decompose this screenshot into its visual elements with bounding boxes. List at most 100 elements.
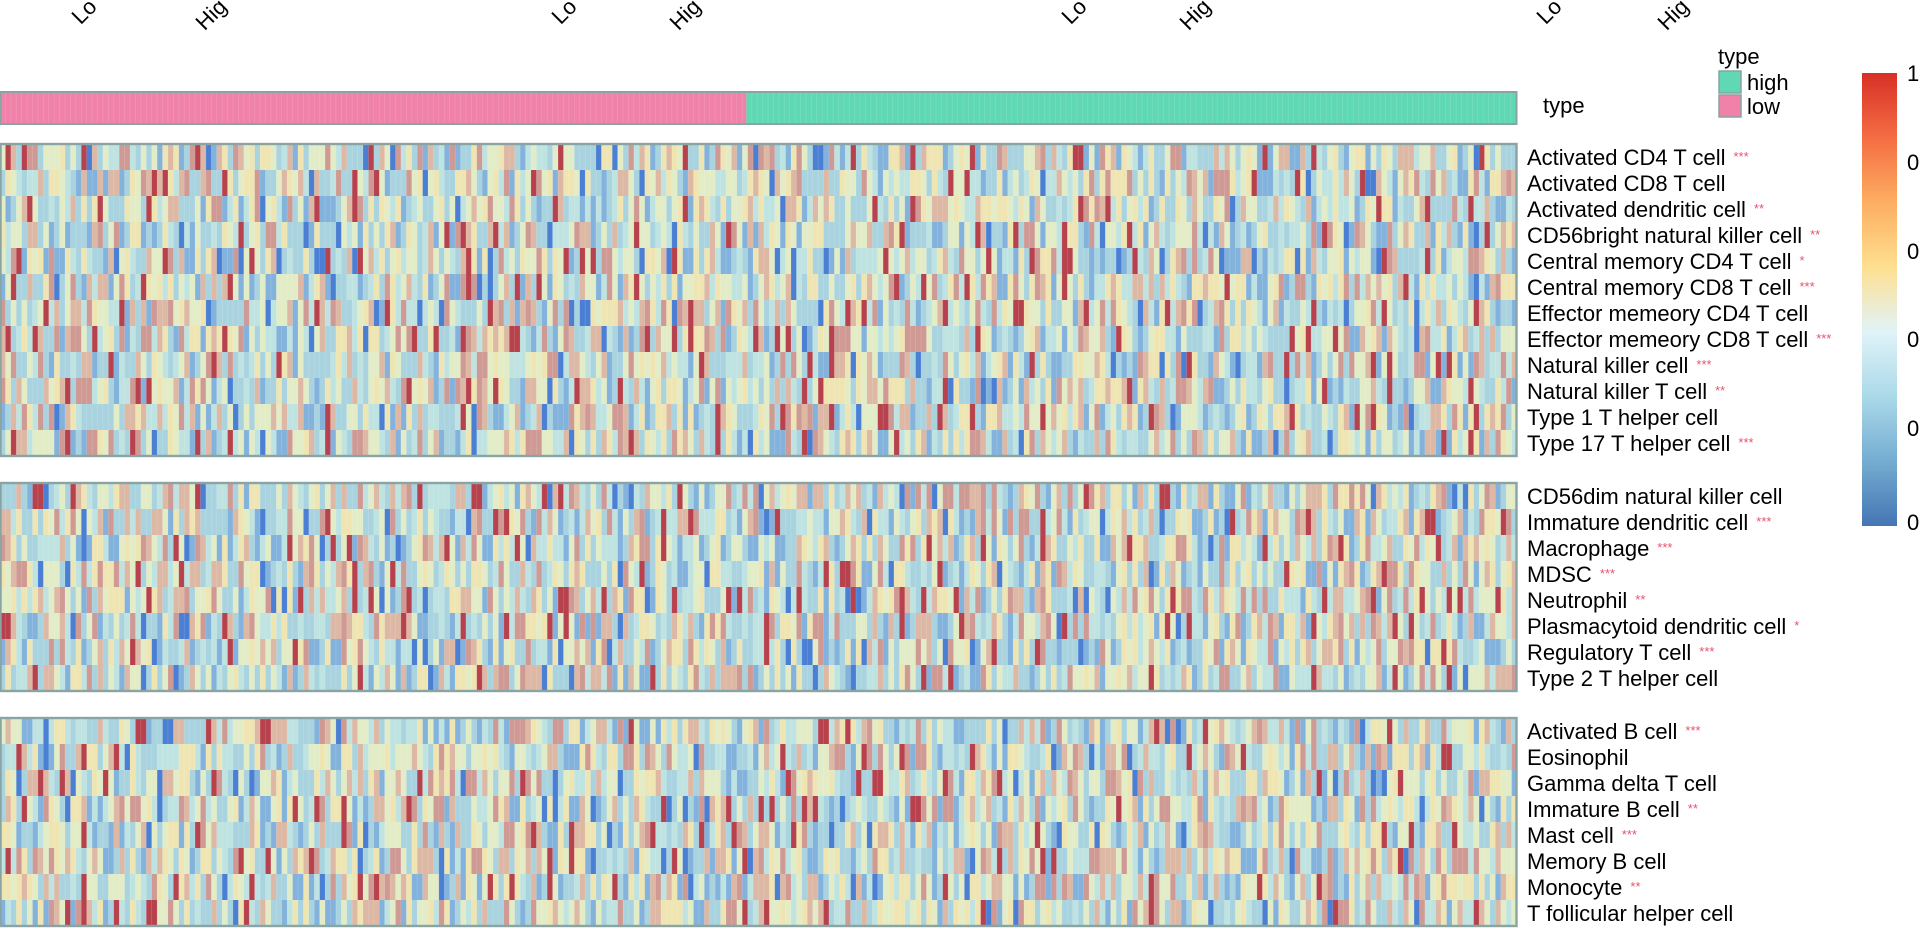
heatmap-cell bbox=[753, 326, 759, 353]
heatmap-cell bbox=[910, 430, 916, 457]
heatmap-cell bbox=[254, 326, 261, 353]
heatmap-cell bbox=[75, 509, 82, 536]
heatmap-cell bbox=[1430, 170, 1437, 197]
heatmap-cell bbox=[227, 248, 234, 275]
heatmap-cell bbox=[1495, 300, 1502, 327]
heatmap-cell bbox=[368, 300, 375, 327]
heatmap-cell bbox=[297, 144, 304, 171]
heatmap-cell bbox=[953, 509, 960, 536]
heatmap-cell bbox=[1430, 144, 1437, 171]
heatmap-cell bbox=[915, 352, 922, 379]
heatmap-cell bbox=[178, 144, 185, 171]
heatmap-cell bbox=[715, 170, 721, 197]
heatmap-cell bbox=[1224, 300, 1231, 327]
heatmap-cell bbox=[791, 404, 797, 431]
heatmap-cell bbox=[704, 222, 711, 249]
heatmap-cell bbox=[243, 248, 250, 275]
heatmap-cell bbox=[1381, 509, 1388, 536]
heatmap-cell bbox=[1056, 248, 1063, 275]
heatmap-cell bbox=[850, 378, 857, 405]
heatmap-cell bbox=[1500, 274, 1507, 301]
heatmap-cell bbox=[704, 196, 711, 223]
heatmap-cell bbox=[1256, 378, 1263, 405]
heatmap-cell bbox=[769, 170, 776, 197]
heatmap-cell bbox=[352, 378, 358, 405]
heatmap-cell bbox=[124, 378, 131, 405]
heatmap-cell bbox=[872, 561, 878, 588]
heatmap-cell bbox=[563, 274, 570, 301]
heatmap-cell bbox=[1435, 144, 1442, 171]
heatmap-cell bbox=[357, 430, 364, 457]
heatmap-cell bbox=[791, 248, 797, 275]
heatmap-cell bbox=[1473, 196, 1480, 223]
heatmap-cell bbox=[1018, 378, 1025, 405]
heatmap-cell bbox=[623, 144, 629, 171]
heatmap-cell bbox=[1267, 326, 1274, 353]
heatmap-cell bbox=[232, 352, 239, 379]
heatmap-cell bbox=[1441, 144, 1447, 171]
heatmap-cell bbox=[0, 483, 6, 510]
heatmap-cell bbox=[308, 483, 315, 510]
heatmap-cell bbox=[1061, 274, 1068, 301]
heatmap-cell bbox=[1175, 170, 1182, 197]
heatmap-cell bbox=[969, 378, 976, 405]
heatmap-cell bbox=[688, 352, 694, 379]
heatmap-cell bbox=[1392, 404, 1399, 431]
row-label: Natural killer cell bbox=[1527, 353, 1688, 378]
heatmap-cell bbox=[948, 144, 954, 171]
heatmap-cell bbox=[449, 326, 456, 353]
heatmap-cell bbox=[27, 144, 33, 171]
heatmap-cell bbox=[736, 300, 743, 327]
heatmap-cell bbox=[655, 144, 662, 171]
heatmap-cell bbox=[547, 326, 553, 353]
heatmap-cell bbox=[1219, 378, 1225, 405]
heatmap-cell bbox=[1067, 483, 1074, 510]
heatmap-cell bbox=[205, 352, 212, 379]
heatmap-cell bbox=[357, 326, 364, 353]
heatmap-cell bbox=[1289, 222, 1296, 249]
heatmap-cell bbox=[644, 196, 651, 223]
heatmap-cell bbox=[1202, 196, 1209, 223]
heatmap-cell bbox=[1397, 196, 1404, 223]
heatmap-cell bbox=[1392, 196, 1399, 223]
heatmap-cell bbox=[32, 509, 39, 536]
heatmap-cell bbox=[585, 300, 591, 327]
heatmap-cell bbox=[872, 326, 878, 353]
heatmap-cell bbox=[568, 352, 575, 379]
heatmap-cell bbox=[243, 170, 250, 197]
heatmap-cell bbox=[1175, 144, 1182, 171]
heatmap-cell bbox=[1029, 222, 1036, 249]
heatmap-cell bbox=[449, 561, 456, 588]
heatmap-cell bbox=[1088, 430, 1095, 457]
heatmap-cell bbox=[178, 430, 185, 457]
heatmap-cell bbox=[1175, 248, 1182, 275]
heatmap-cell bbox=[883, 248, 889, 275]
heatmap-cell bbox=[1408, 430, 1415, 457]
heatmap-cell bbox=[893, 483, 900, 510]
heatmap-cell bbox=[1072, 274, 1079, 301]
heatmap-cell bbox=[633, 483, 640, 510]
heatmap-cell bbox=[937, 274, 944, 301]
heatmap-cell bbox=[688, 378, 694, 405]
heatmap-cell bbox=[1484, 352, 1491, 379]
heatmap-cell bbox=[1088, 404, 1095, 431]
heatmap-cell bbox=[753, 430, 759, 457]
heatmap-cell bbox=[243, 352, 250, 379]
heatmap-cell bbox=[866, 561, 873, 588]
heatmap-cell bbox=[1246, 170, 1252, 197]
heatmap-cell bbox=[742, 509, 748, 536]
heatmap-cell bbox=[460, 222, 467, 249]
heatmap-cell bbox=[173, 326, 180, 353]
heatmap-cell bbox=[384, 300, 391, 327]
heatmap-cell bbox=[460, 274, 467, 301]
heatmap-cell bbox=[839, 509, 846, 536]
heatmap-cell bbox=[866, 248, 873, 275]
heatmap-cell bbox=[178, 248, 185, 275]
heatmap-cell bbox=[715, 404, 721, 431]
heatmap-cell bbox=[1154, 170, 1160, 197]
heatmap-cell bbox=[195, 352, 201, 379]
heatmap-cell bbox=[433, 144, 440, 171]
heatmap-cell bbox=[931, 196, 938, 223]
heatmap-cell bbox=[715, 430, 721, 457]
heatmap-cell bbox=[1067, 404, 1074, 431]
